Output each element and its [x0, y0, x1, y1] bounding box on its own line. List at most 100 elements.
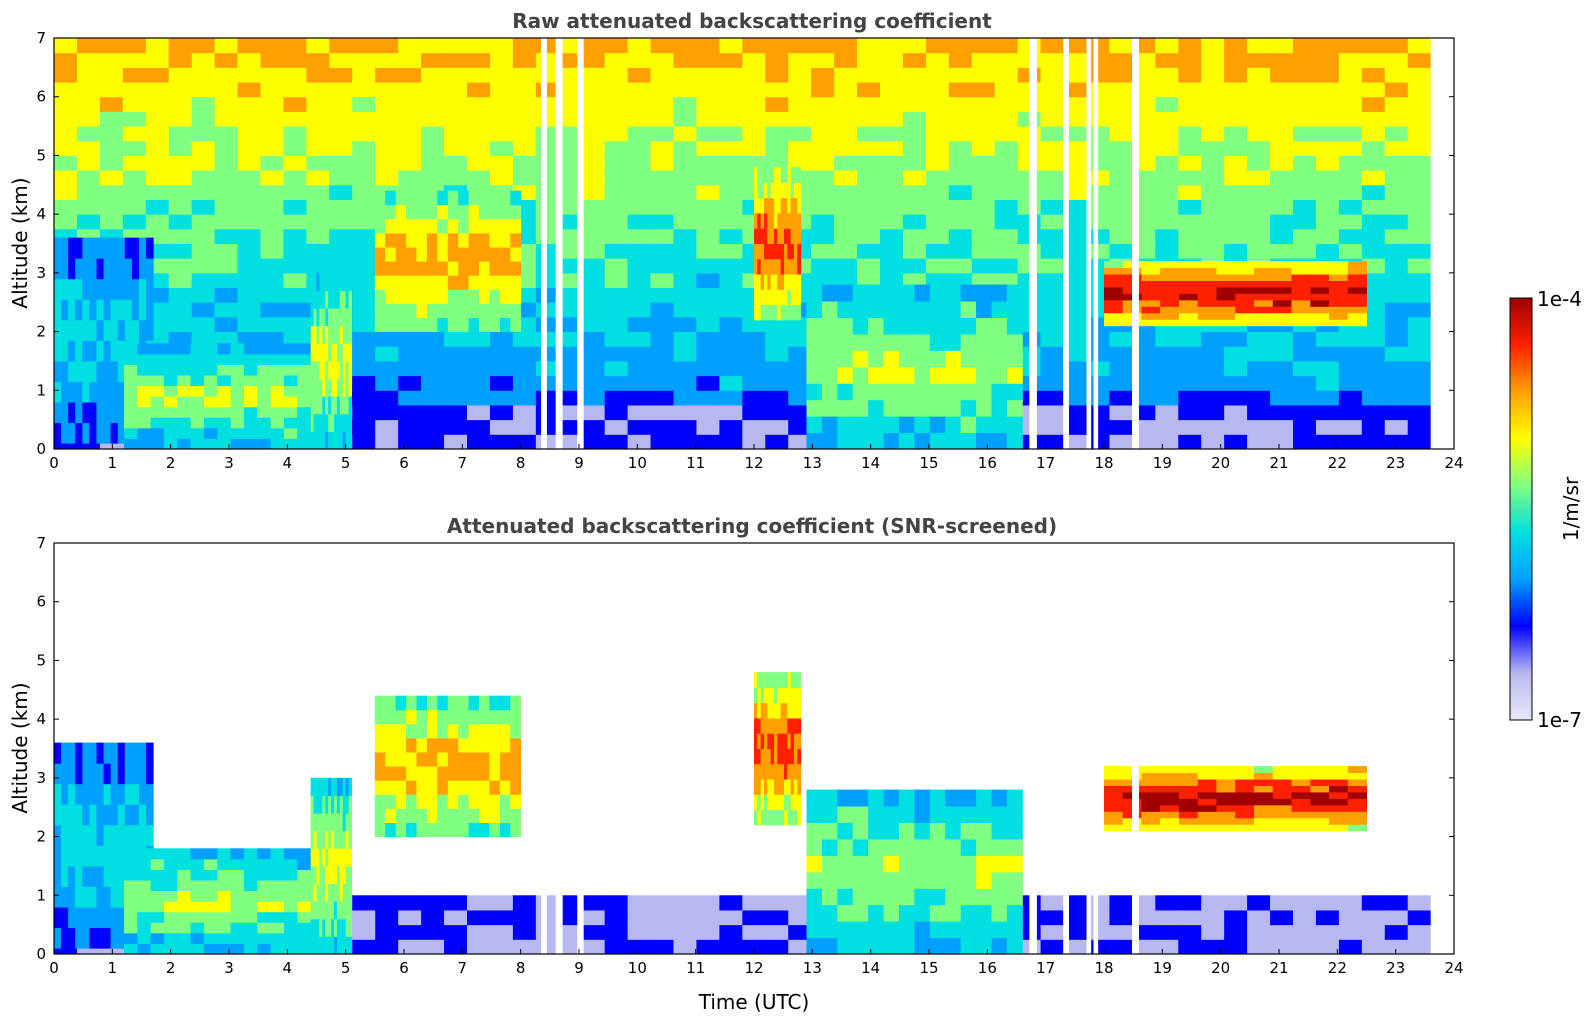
- layer-cell-surface-layer-afternoon: [991, 855, 1008, 873]
- layer-cell-cloud-layer-night: [1104, 779, 1124, 786]
- layer-cell-descending-aerosol-layer: [230, 932, 245, 944]
- layer-cell-rising-convective-plume: [319, 901, 323, 920]
- background-cell: [1293, 199, 1317, 215]
- x-tick-label: 14: [861, 454, 880, 472]
- background-cell: [512, 38, 537, 54]
- background-cell: [1270, 924, 1294, 940]
- layer-cell-boundary-layer-plume-morning: [96, 845, 105, 867]
- background-cell: [1338, 214, 1363, 230]
- background-cell: [375, 346, 399, 362]
- layer-cell-elevated-layer-noon: [780, 733, 785, 749]
- background-cell: [696, 38, 720, 54]
- layer-cell-cloud-layer-night: [1347, 824, 1367, 832]
- background-cell: [1293, 67, 1317, 83]
- background-cell: [1224, 939, 1248, 955]
- layer-cell-elevated-layer-noon: [760, 258, 765, 275]
- layer-cell-elevated-layer-evening: [447, 190, 459, 206]
- layer-cell-elevated-layer-noon: [777, 672, 782, 688]
- layer-cell-elevated-layer-evening: [458, 218, 470, 234]
- layer-cell-cloud-layer-night: [1272, 267, 1292, 275]
- layer-cell-boundary-layer-plume-morning: [75, 340, 83, 362]
- background-cell: [489, 331, 514, 347]
- background-cell: [1361, 302, 1386, 318]
- background-cell: [283, 258, 307, 274]
- background-cell: [1086, 214, 1110, 230]
- background-cell: [627, 287, 652, 303]
- layer-cell-boundary-layer-plume-morning: [117, 742, 126, 764]
- background-cell: [76, 38, 101, 54]
- background-cell: [1063, 272, 1087, 289]
- layer-cell-elevated-layer-evening: [499, 752, 511, 767]
- background-cell: [1224, 243, 1248, 259]
- layer-cell-surface-layer-afternoon: [929, 838, 946, 856]
- background-cell: [880, 82, 904, 98]
- background-cell: [283, 184, 307, 200]
- background-cell: [650, 111, 674, 127]
- background-cell: [1224, 199, 1248, 215]
- layer-cell-surface-layer-afternoon: [837, 789, 854, 807]
- layer-cell-elevated-layer-evening: [489, 752, 501, 767]
- layer-cell-surface-layer-afternoon: [837, 937, 854, 955]
- background-cell: [742, 924, 766, 940]
- background-cell: [627, 214, 652, 230]
- layer-cell-elevated-layer-evening: [416, 204, 428, 220]
- layer-cell-elevated-layer-noon: [767, 763, 772, 780]
- layer-cell-rising-convective-plume: [313, 848, 317, 867]
- layer-cell-rising-convective-plume: [328, 936, 332, 955]
- background-cell: [1384, 170, 1409, 186]
- background-cell: [1155, 111, 1179, 127]
- layer-cell-cloud-layer-night: [1272, 280, 1292, 288]
- layer-cell-elevated-layer-evening: [416, 190, 428, 206]
- background-cell: [444, 375, 468, 391]
- background-cell: [352, 272, 376, 289]
- background-cell: [489, 170, 514, 186]
- background-cell: [971, 170, 996, 186]
- layer-cell-elevated-layer-noon: [784, 748, 788, 765]
- background-cell: [788, 360, 812, 377]
- background-cell: [99, 214, 124, 230]
- background-cell: [191, 82, 216, 98]
- background-cell: [696, 126, 720, 142]
- background-cell: [1293, 331, 1317, 347]
- layer-cell-surface-layer-afternoon: [976, 416, 992, 434]
- layer-cell-surface-layer-afternoon: [852, 383, 869, 401]
- background-cell: [214, 111, 239, 127]
- layer-cell-surface-layer-afternoon: [852, 921, 869, 939]
- background-cell: [1201, 346, 1225, 362]
- layer-cell-elevated-layer-evening: [374, 709, 386, 725]
- layer-cell-boundary-layer-plume-morning: [96, 278, 105, 300]
- layer-cell-rising-convective-plume: [345, 290, 350, 309]
- layer-cell-surface-layer-afternoon: [852, 789, 869, 807]
- layer-cell-cloud-layer-night: [1254, 274, 1274, 281]
- background-cell: [558, 895, 583, 911]
- background-cell: [237, 170, 261, 186]
- background-cell: [1338, 199, 1363, 215]
- layer-cell-rising-convective-plume: [313, 865, 317, 885]
- layer-cell-boundary-layer-plume-morning: [146, 783, 154, 805]
- layer-cell-descending-aerosol-layer: [244, 858, 258, 870]
- background-cell: [398, 111, 422, 127]
- background-cell: [191, 258, 216, 274]
- layer-cell-surface-layer-afternoon: [991, 921, 1008, 939]
- background-cell: [627, 419, 652, 435]
- background-cell: [352, 184, 376, 200]
- layer-cell-rising-convective-plume: [319, 918, 323, 937]
- background-cell: [834, 140, 858, 156]
- background-cell: [1155, 404, 1179, 421]
- background-cell: [329, 170, 353, 186]
- layer-cell-surface-layer-afternoon: [976, 333, 992, 351]
- background-cell: [994, 140, 1019, 156]
- layer-cell-elevated-layer-evening: [374, 218, 386, 234]
- layer-cell-elevated-layer-noon: [777, 809, 782, 826]
- background-cell: [742, 375, 766, 391]
- layer-cell-elevated-layer-noon: [754, 779, 758, 795]
- layer-cell-descending-aerosol-layer: [217, 890, 232, 902]
- layer-cell-elevated-layer-evening: [499, 766, 511, 781]
- layer-cell-descending-aerosol-layer: [297, 932, 312, 944]
- layer-cell-descending-aerosol-layer: [244, 890, 258, 902]
- layer-cell-elevated-layer-evening: [374, 766, 386, 781]
- layer-cell-elevated-layer-noon: [794, 274, 798, 290]
- layer-cell-cloud-layer-night: [1347, 312, 1367, 320]
- layer-cell-descending-aerosol-layer: [270, 406, 285, 418]
- layer-cell-surface-layer-afternoon: [806, 284, 823, 302]
